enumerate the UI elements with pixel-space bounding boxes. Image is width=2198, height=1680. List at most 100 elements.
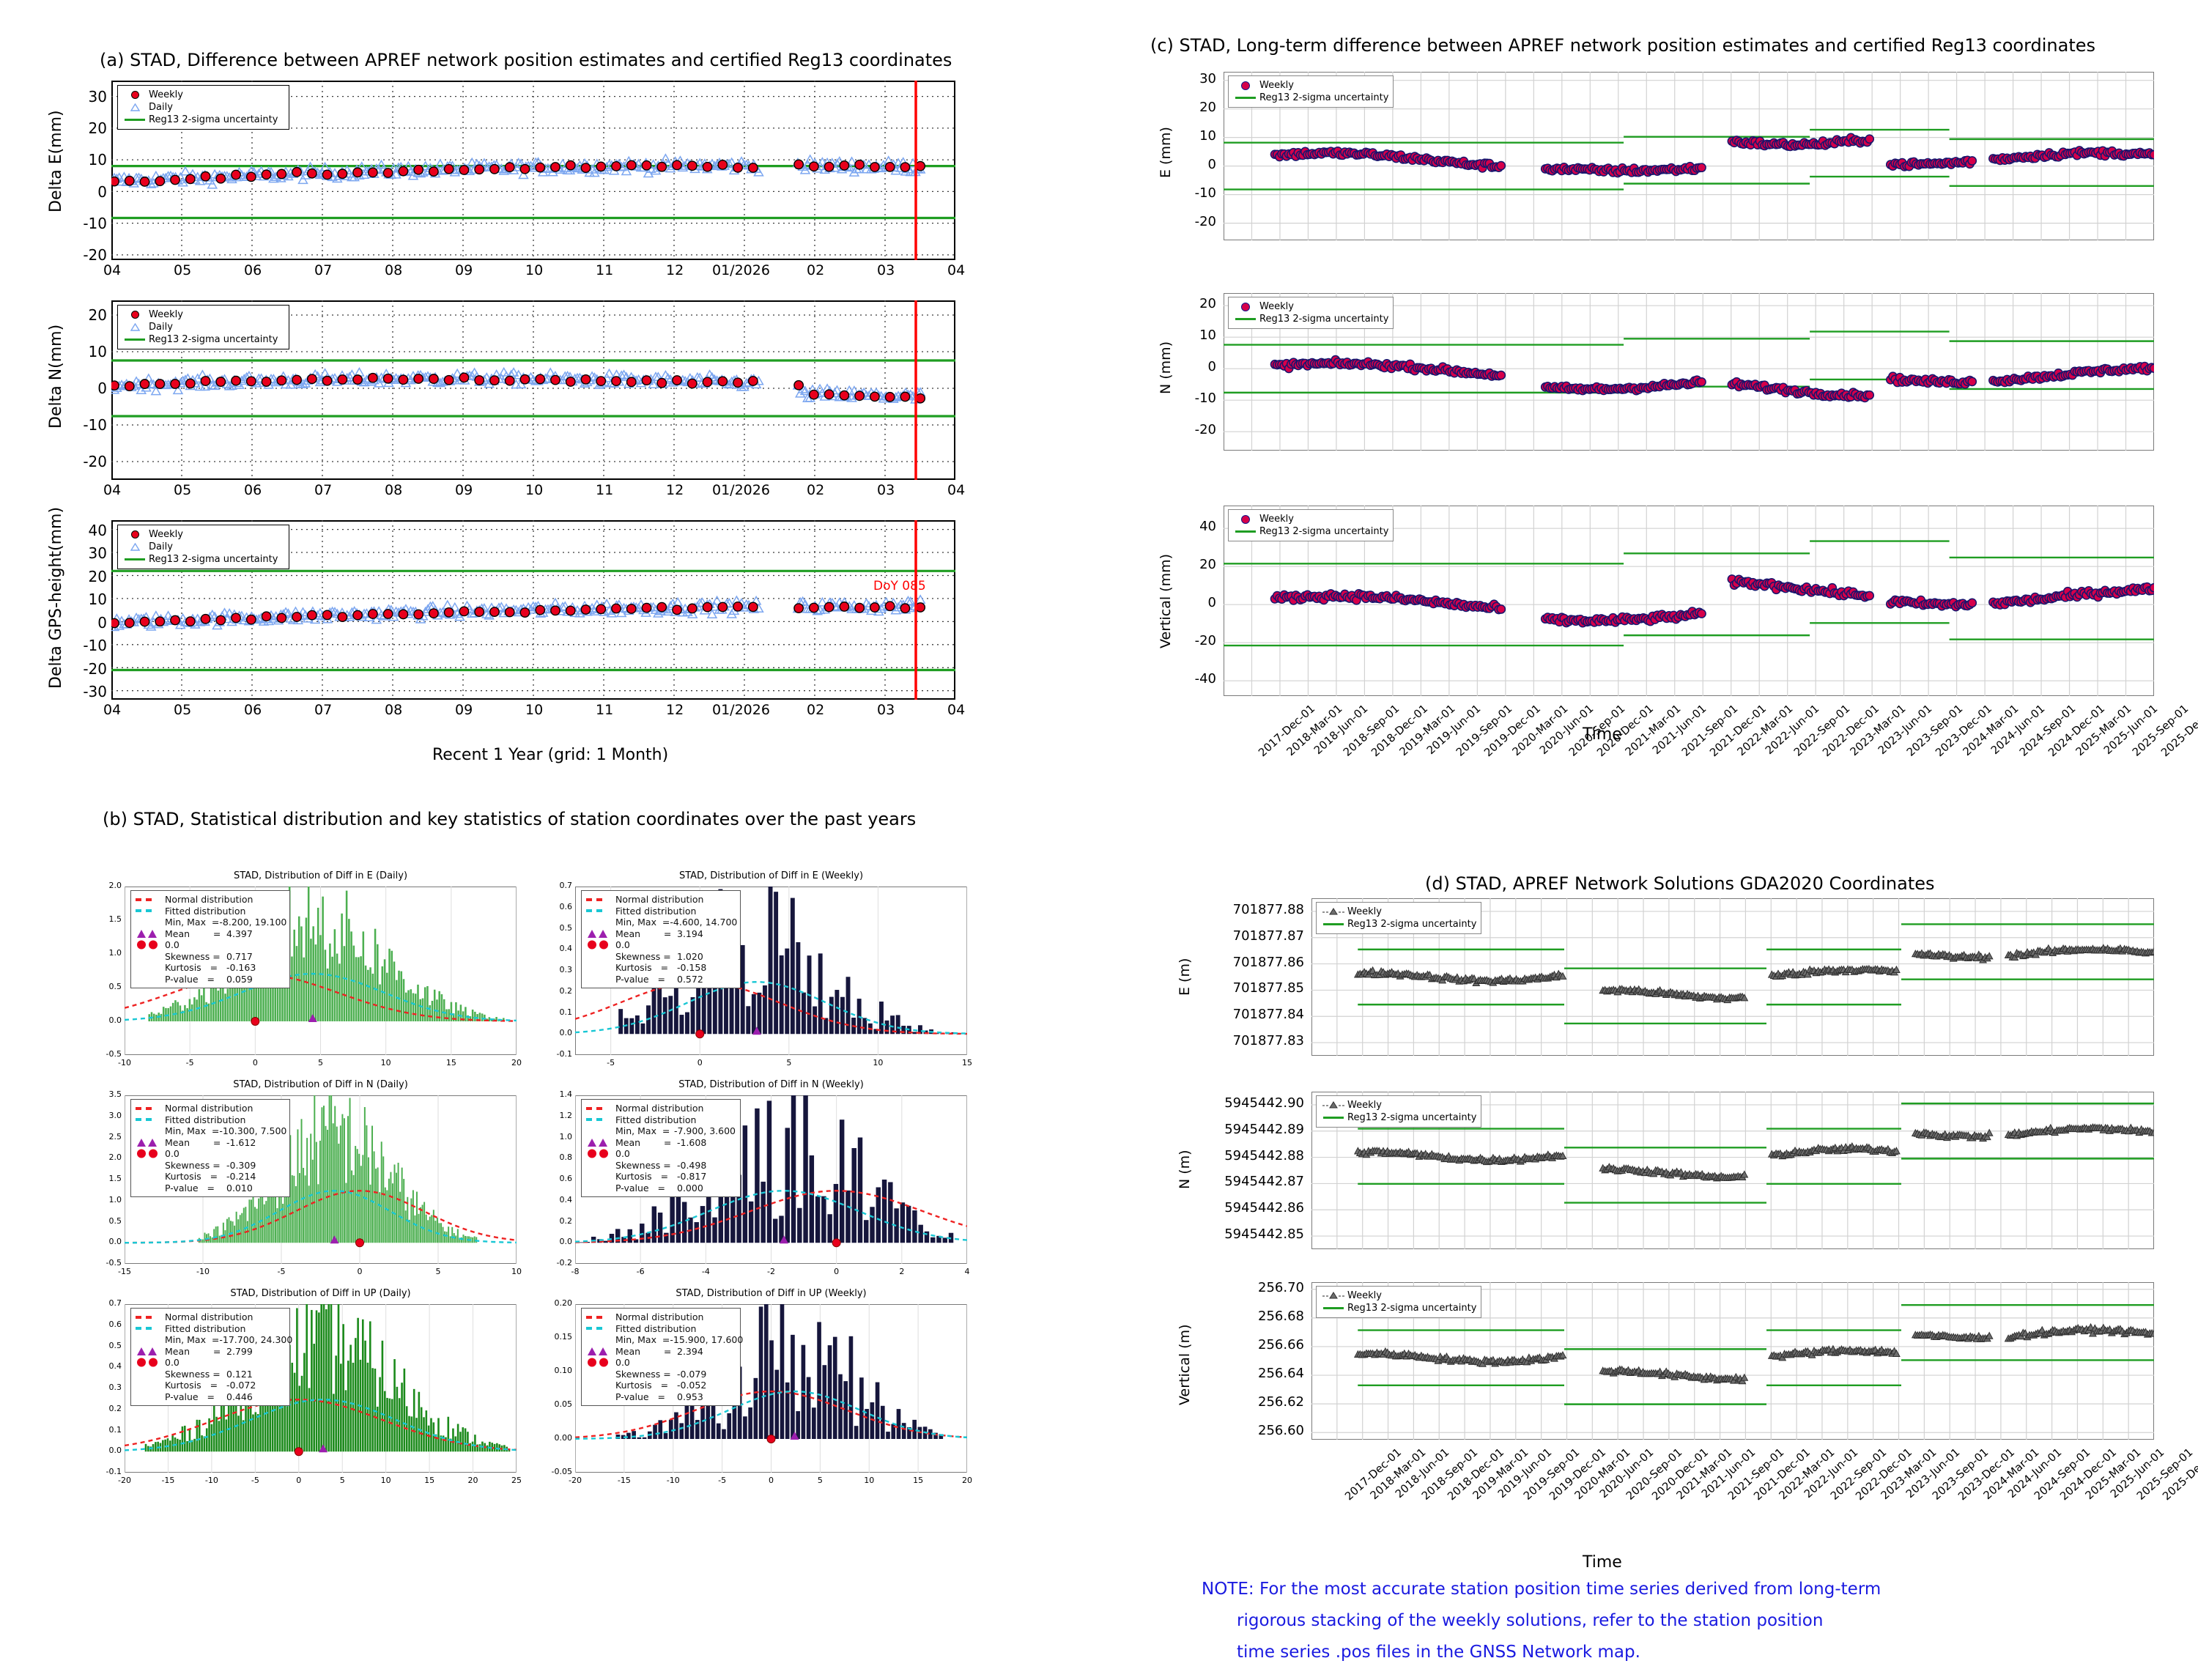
stat-value: -10.300, 7.500 (219, 1125, 287, 1136)
panel-a-xtick: 10 (525, 262, 544, 278)
panel-b-ytick: 0.3 (559, 965, 573, 974)
stat-pvalue: P-value = 0.010 (136, 1183, 285, 1194)
stat-kurtosis: Kurtosis = -0.214 (136, 1171, 285, 1183)
normal-dist-icon (136, 1315, 165, 1319)
stat-skewness: Skewness = -0.309 (136, 1160, 285, 1172)
panel-b-xtick: 4 (964, 1267, 970, 1276)
panel-d-plot (1311, 898, 2154, 1056)
panel-b-xtick: 0 (252, 1058, 258, 1067)
panel-c-ytick: -20 (1194, 422, 1216, 438)
stat-label: Skewness = (165, 950, 221, 962)
stat-mean: Mean = 2.394 (586, 1346, 736, 1358)
legend-label: Reg13 2-sigma uncertainty (149, 554, 278, 565)
panel-a-n-ytick: 10 (88, 343, 107, 360)
panel-b-ytick: 0.3 (108, 1383, 122, 1392)
weekly-dot-icon (1233, 514, 1258, 524)
stat-mean: Mean = 3.194 (586, 928, 736, 940)
legend-entry-weekly: Weekly (122, 308, 283, 321)
panel-b-xtick: 0 (296, 1476, 302, 1485)
panel-a-h-ytick: 40 (88, 522, 107, 539)
weekly-triangle-icon (1321, 1101, 1346, 1109)
panel-b-stats-box: Normal distribution Fitted distribution … (130, 1099, 290, 1197)
green-line-icon (122, 119, 147, 121)
stat-value: 0.0 (165, 1357, 180, 1368)
panel-b-title: (b) STAD, Statistical distribution and k… (103, 809, 917, 829)
stat-value: 0.059 (226, 973, 253, 985)
panel-b-ytick: -0.1 (106, 1467, 122, 1476)
panel-b-ytick: 0.20 (554, 1298, 573, 1308)
stat-kurtosis: Kurtosis = -0.158 (586, 962, 736, 974)
panel-a-h-ytick: -20 (83, 660, 107, 678)
stat-fitted-dist: Fitted distribution (586, 906, 736, 917)
stat-label: Kurtosis = (615, 962, 669, 973)
panel-a-xtick: 11 (596, 482, 614, 498)
stat-value: -0.052 (677, 1380, 707, 1391)
stat-label: P-value = (165, 1391, 215, 1402)
panel-b-xtick: 15 (913, 1476, 924, 1485)
panel-a-e-ytick: 10 (88, 151, 107, 169)
panel-b-ytick: 0.5 (108, 1340, 122, 1350)
panel-a-e-ylabel: Delta E(mm) (47, 110, 65, 212)
panel-d-ytick: 701877.87 (1232, 928, 1304, 944)
zero-dot-icon (136, 940, 165, 950)
green-line-icon (1321, 923, 1346, 925)
stat-value: 0.0 (165, 1148, 180, 1159)
legend-label: Reg13 2-sigma uncertainty (1259, 314, 1389, 325)
stat-label: Mean = (615, 928, 672, 939)
panel-a-xlabel: Recent 1 Year (grid: 1 Month) (432, 746, 669, 764)
stat-skewness: Skewness = -0.079 (586, 1369, 736, 1380)
panel-d-ytick: 701877.83 (1232, 1033, 1304, 1049)
stat-label: Mean = (615, 1345, 672, 1357)
stat-value: 1.020 (677, 950, 703, 962)
stat-label: P-value = (615, 1182, 665, 1194)
panel-a-e-plot (111, 81, 955, 260)
panel-a-xtick: 02 (807, 482, 825, 498)
stat-label: P-value = (165, 973, 215, 985)
panel-b-ytick: -0.2 (556, 1258, 572, 1268)
stat-minmax: Min, Max = -4.600, 14.700 (586, 917, 737, 928)
panel-b-xtick: -10 (196, 1267, 210, 1276)
panel-b-ytick: 0.1 (108, 1424, 122, 1435)
legend-entry-weekly: Weekly (122, 528, 283, 541)
stat-minmax: Min, Max = -8.200, 19.100 (136, 917, 286, 928)
stat-value: -0.309 (226, 1159, 256, 1171)
panel-a-xtick: 11 (596, 262, 614, 278)
stat-label: Fitted distribution (615, 1322, 697, 1334)
panel-d-legend: Weekly Reg13 2-sigma uncertainty (1316, 902, 1481, 934)
panel-b-ytick: 0.5 (108, 982, 122, 991)
panel-a-xtick: 12 (666, 262, 684, 278)
panel-d-ytick: 5945442.87 (1224, 1174, 1304, 1190)
panel-a-xtick: 12 (666, 702, 684, 718)
panel-b-xtick: -5 (251, 1476, 259, 1485)
green-line-icon (1321, 1307, 1346, 1309)
panel-c-ytick: -40 (1194, 671, 1216, 687)
stat-value: 0.0 (615, 1148, 630, 1159)
panel-b-xtick: 5 (786, 1058, 792, 1067)
stat-value: -0.072 (226, 1380, 256, 1391)
green-line-icon (122, 558, 147, 560)
note-line-1: NOTE: For the most accurate station posi… (1202, 1580, 1881, 1599)
legend-label: Reg13 2-sigma uncertainty (149, 334, 278, 345)
panel-d: (d) STAD, APREF Network Solutions GDA202… (1128, 821, 2198, 1597)
legend-entry-sigma: Reg13 2-sigma uncertainty (1233, 92, 1388, 104)
panel-a-xtick: 04 (103, 262, 122, 278)
panel-b-ytick: 1.0 (108, 1194, 122, 1205)
daily-triangle-icon (122, 543, 147, 551)
panel-a-xtick: 06 (244, 482, 262, 498)
panel-b-xtick: -20 (118, 1476, 131, 1485)
panel-a-doy-annotation: DoY 085 (873, 579, 926, 593)
stat-value: 0.572 (677, 973, 703, 985)
panel-a-xtick: 11 (596, 702, 614, 718)
daily-triangle-icon (122, 323, 147, 331)
panel-b-xtick: 0 (834, 1267, 840, 1276)
legend-entry-sigma: Reg13 2-sigma uncertainty (122, 114, 283, 126)
legend-label: Daily (149, 322, 173, 333)
panel-b-ytick: 0.10 (554, 1366, 573, 1375)
stat-zero: 0.0 (136, 939, 285, 951)
stat-normal-dist: Normal distribution (136, 894, 285, 906)
stat-minmax: Min, Max = -15.900, 17.600 (586, 1334, 743, 1346)
panel-a-xtick: 06 (244, 702, 262, 718)
legend-label: Daily (149, 102, 173, 113)
normal-dist-icon (586, 1106, 615, 1110)
stat-label: Mean = (165, 928, 221, 939)
